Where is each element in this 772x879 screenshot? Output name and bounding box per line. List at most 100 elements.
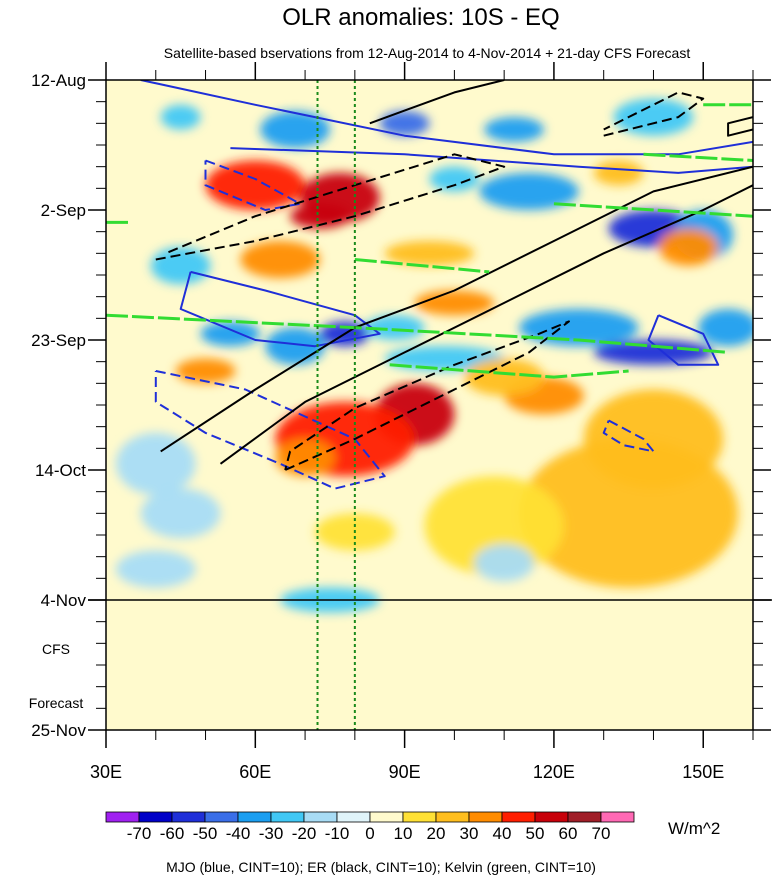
anomaly-blob	[200, 321, 261, 347]
colorbar-units: W/m^2	[668, 819, 720, 838]
colorbar-label: 40	[493, 824, 512, 843]
er-contour	[155, 153, 506, 261]
colorbar-swatch	[402, 811, 437, 823]
colorbar-label: 20	[427, 824, 446, 843]
chart-title: OLR anomalies: 10S - EQ	[282, 4, 559, 31]
x-tick-label: 90E	[389, 762, 421, 782]
colorbar-swatch	[303, 811, 338, 823]
colorbar-label: -70	[127, 824, 152, 843]
colorbar-label: -40	[226, 824, 251, 843]
colorbar-swatch	[501, 811, 536, 823]
y-tick-label: 2-Sep	[41, 201, 86, 220]
colorbar-swatch	[336, 811, 371, 823]
er-contour	[369, 80, 505, 125]
x-tick-label: 60E	[239, 762, 271, 782]
anomaly-blob	[205, 160, 306, 210]
mjo-contour	[179, 270, 381, 348]
anomaly-blob	[140, 488, 221, 539]
colorbar-label: -50	[193, 824, 218, 843]
er-contour	[603, 91, 705, 137]
anomaly-blob	[424, 476, 564, 576]
er-contour	[160, 165, 753, 453]
kelvin-contour	[389, 363, 629, 379]
reference-lines	[316, 80, 356, 730]
kelvin-contour	[354, 258, 490, 274]
colorbar-label: -20	[292, 824, 317, 843]
forecast-label-forecast: Forecast	[29, 695, 84, 711]
colorbar-swatch	[204, 811, 239, 823]
x-tick-label: 30E	[90, 762, 122, 782]
anomaly-blob	[484, 117, 544, 142]
anomaly-blob	[414, 290, 495, 316]
anomaly-field	[115, 98, 753, 613]
anomaly-blob	[519, 439, 739, 588]
y-tick-label: 25-Nov	[31, 721, 86, 740]
wave-contours	[106, 80, 753, 490]
anomaly-blob	[160, 104, 201, 130]
mjo-contour	[602, 419, 655, 453]
er-contour	[727, 116, 753, 137]
colorbar-label: -30	[259, 824, 284, 843]
colorbar-swatch	[534, 811, 569, 823]
anomaly-blob	[479, 172, 579, 210]
anomaly-blob	[379, 110, 430, 136]
forecast-label-cfs: CFS	[42, 641, 70, 657]
x-tick-label: 120E	[533, 762, 575, 782]
colorbar-swatch	[369, 811, 404, 823]
chart-subtitle: Satellite-based bservations from 12-Aug-…	[164, 45, 691, 61]
anomaly-blob	[429, 166, 480, 192]
x-axis: 30E 60E 90E 120E 150E	[90, 62, 754, 782]
colorbar-swatch	[468, 811, 503, 823]
anomaly-blob	[658, 228, 719, 266]
colorbar-label: 30	[460, 824, 479, 843]
legend-note: MJO (blue, CINT=10); ER (black, CINT=10)…	[166, 859, 596, 875]
anomaly-blob	[698, 309, 753, 347]
kelvin-contour	[643, 152, 753, 162]
colorbar-swatch	[138, 811, 173, 823]
y-tick-label: 12-Aug	[31, 71, 86, 90]
anomaly-blob	[384, 346, 505, 371]
colorbar-label: 50	[526, 824, 545, 843]
anomaly-blob	[464, 358, 544, 396]
colorbar-label: 0	[365, 824, 374, 843]
kelvin-contour	[553, 202, 753, 218]
anomaly-blob	[175, 358, 236, 384]
er-contour	[219, 184, 753, 465]
anomaly-blob	[115, 550, 196, 588]
mjo-contour	[230, 147, 753, 174]
colorbar-swatch	[270, 811, 305, 823]
anomaly-blob	[593, 160, 644, 186]
anomaly-blob	[384, 240, 475, 266]
colorbar-label: 10	[394, 824, 413, 843]
y-axis: 12-Aug 2-Sep 23-Sep 14-Oct 4-Nov 25-Nov	[31, 71, 771, 740]
colorbar-label: -60	[160, 824, 185, 843]
anomaly-blob	[290, 203, 350, 229]
y-tick-label: 14-Oct	[35, 461, 86, 480]
anomaly-blob	[260, 110, 330, 149]
mjo-contour	[140, 80, 753, 156]
anomaly-blob	[240, 240, 321, 279]
colorbar-swatch	[237, 811, 272, 823]
colorbar-swatch	[105, 811, 140, 823]
anomaly-blob	[593, 340, 714, 365]
colorbar-label: -10	[325, 824, 350, 843]
anomaly-blob	[150, 247, 211, 285]
y-tick-label: 23-Sep	[31, 331, 86, 350]
anomaly-blob	[275, 439, 335, 477]
x-tick-label: 150E	[682, 762, 724, 782]
colorbar-swatch	[171, 811, 206, 823]
er-contour	[284, 320, 570, 471]
mjo-contour	[647, 314, 720, 366]
y-tick-label: 4-Nov	[41, 591, 87, 610]
colorbar: -70 -60 -50 -40 -30 -20 -10 0 10 20 30 40 50 60 70	[105, 811, 635, 843]
kelvin-contour	[106, 313, 729, 354]
colorbar-swatch	[567, 811, 602, 823]
colorbar-swatch	[600, 811, 635, 823]
anomaly-blob	[115, 432, 196, 495]
colorbar-label: 60	[559, 824, 578, 843]
forecast-region	[106, 624, 753, 730]
anomaly-blob	[613, 98, 694, 136]
colorbar-label: 70	[592, 824, 611, 843]
colorbar-swatch	[435, 811, 470, 823]
